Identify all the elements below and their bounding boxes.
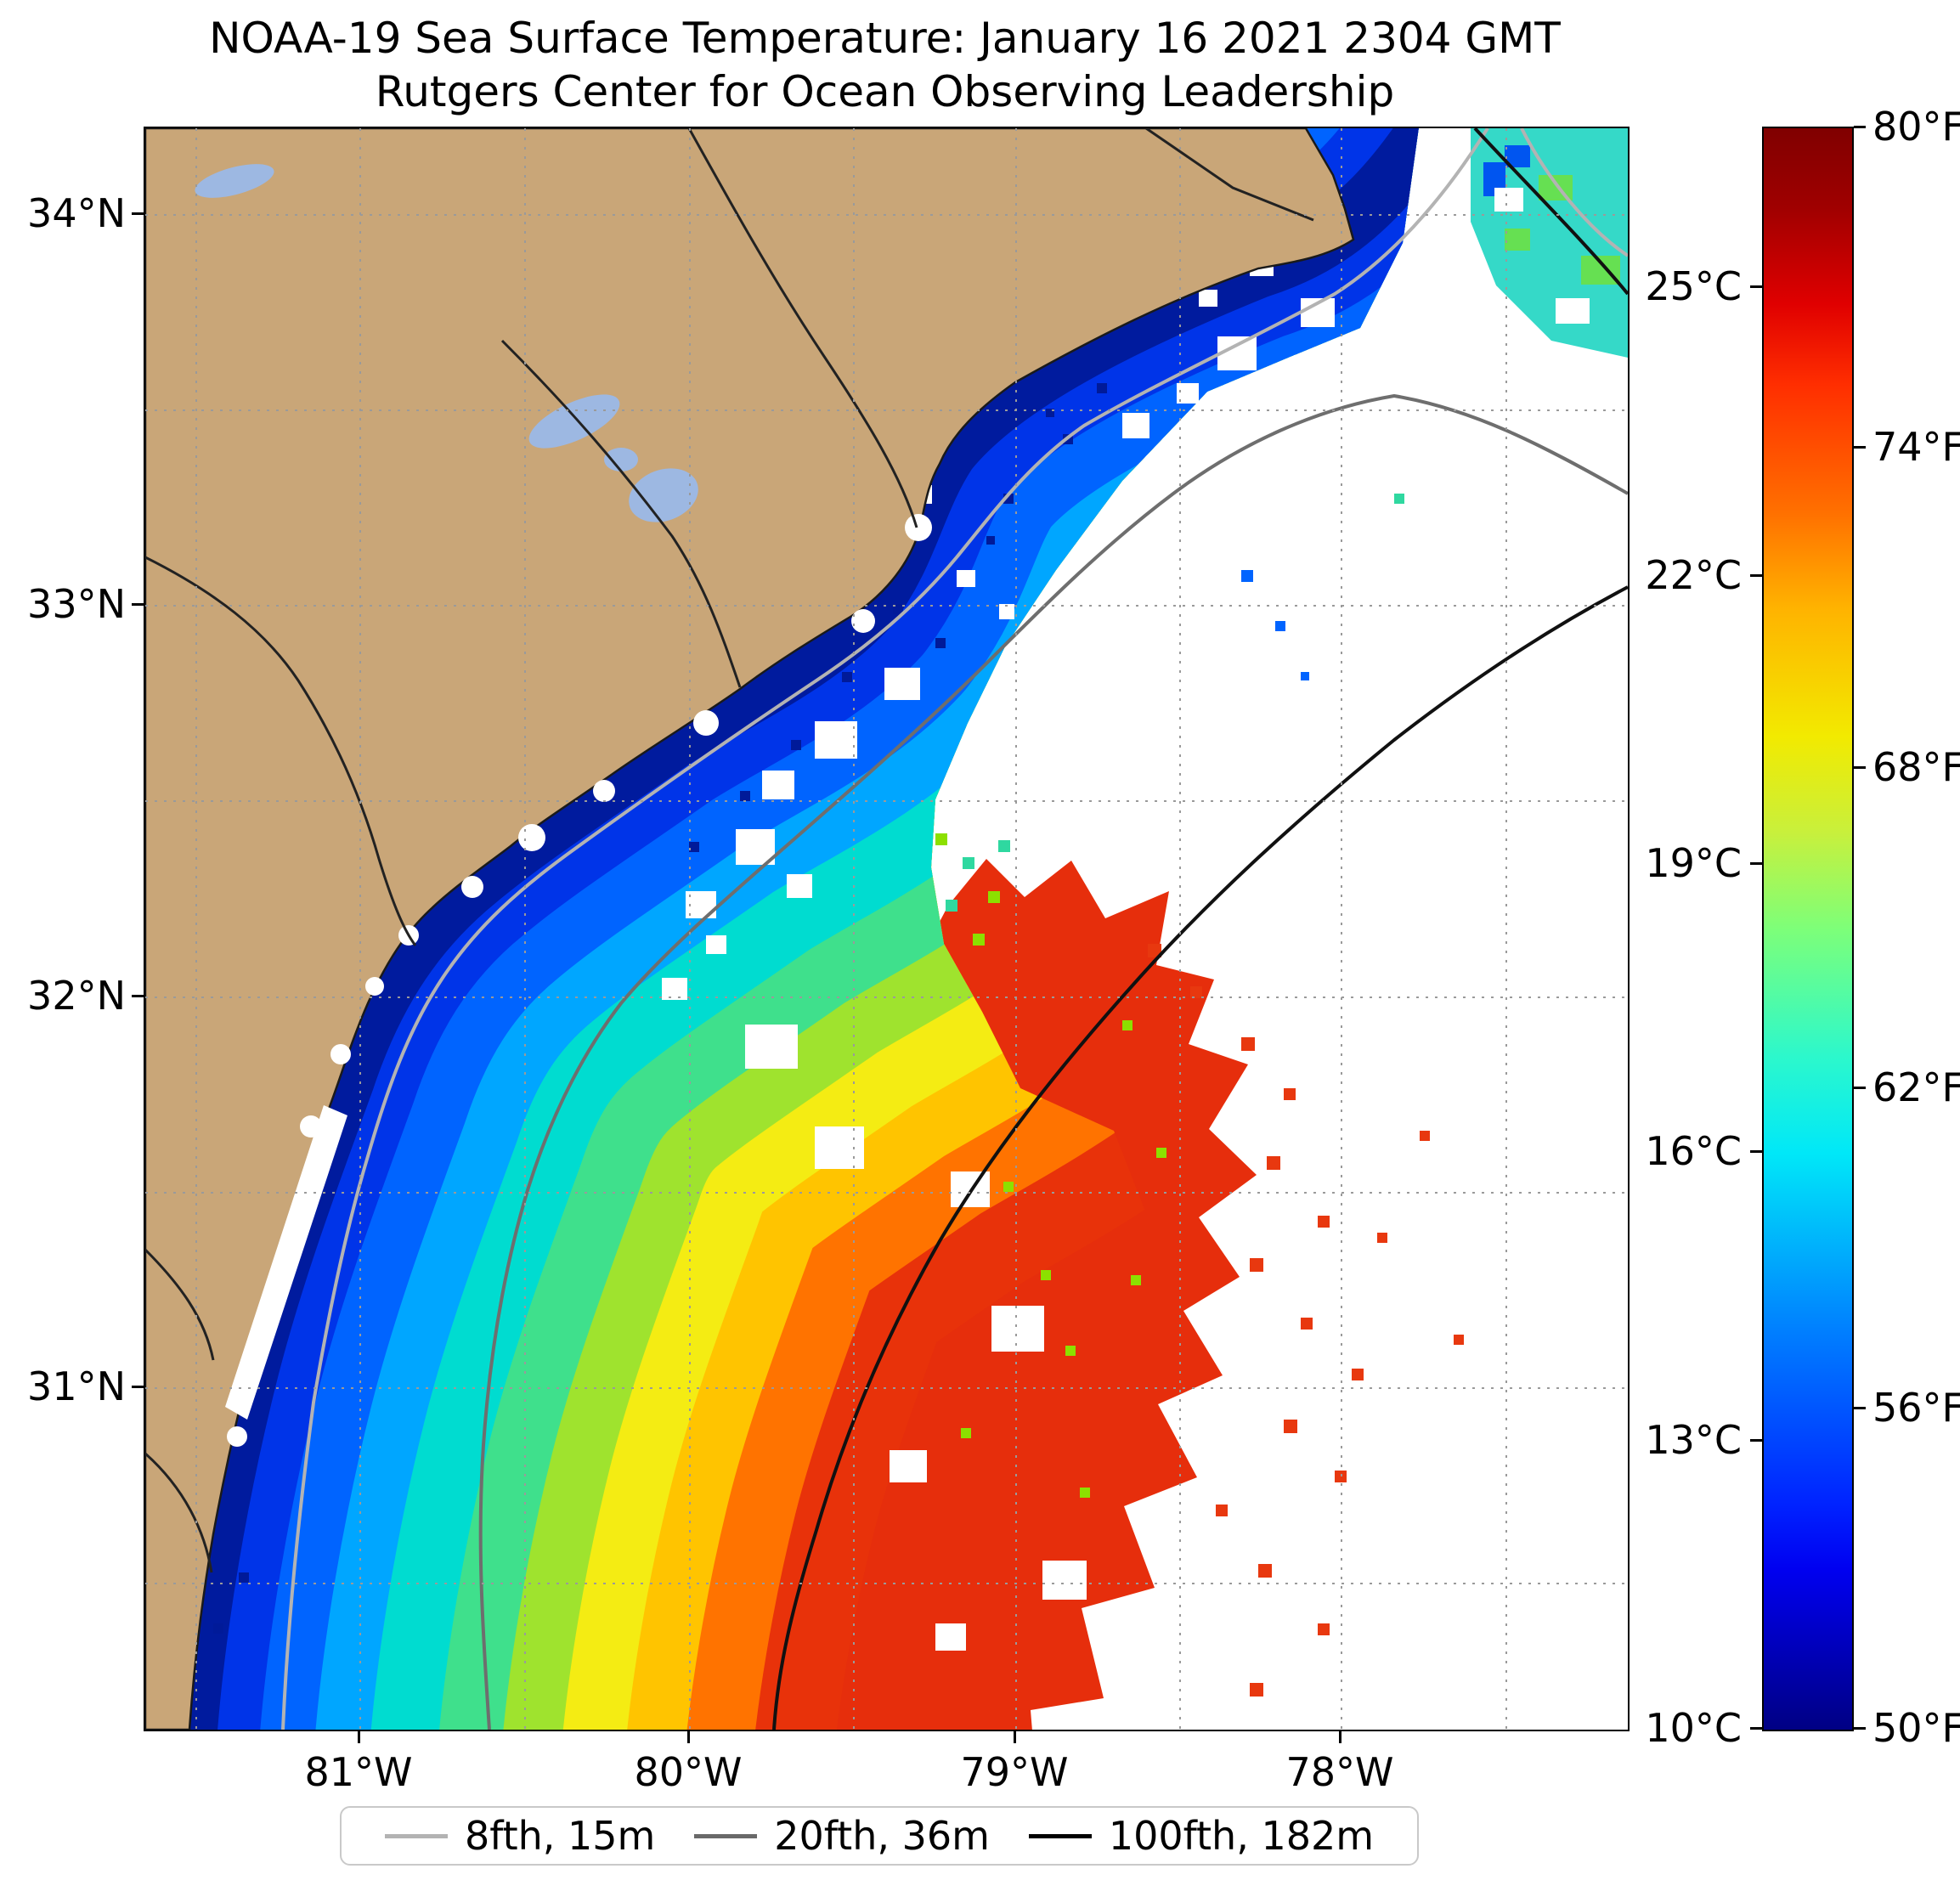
sst-colorbar [1762, 127, 1854, 1731]
cb-label-16C: 16°C [1645, 1128, 1742, 1174]
cb-tick-62F [1854, 1087, 1866, 1089]
contour-20fth [478, 393, 1628, 1730]
legend-label-8fth: 8fth, 15m [464, 1813, 656, 1859]
lakes [195, 164, 698, 522]
y-tick-33N [132, 603, 144, 606]
graticule-gridlines [145, 128, 1628, 1730]
x-tick-label-78W: 78°W [1285, 1749, 1394, 1795]
legend-line-20fth [694, 1833, 758, 1838]
cb-tick-22C [1750, 574, 1762, 577]
x-tick-label-80W: 80°W [634, 1749, 743, 1795]
cb-tick-16C [1750, 1150, 1762, 1153]
cb-label-19C: 19°C [1645, 840, 1742, 886]
contour-8fth-ne [1520, 128, 1628, 257]
cb-label-50F: 50°F [1872, 1705, 1960, 1751]
x-tick-78W [1339, 1731, 1341, 1743]
legend-item-8fth: 8fth, 15m [384, 1813, 656, 1859]
x-tick-79W [1014, 1731, 1016, 1743]
cb-label-68F: 68°F [1872, 744, 1960, 790]
legend-label-100fth: 100fth, 182m [1108, 1813, 1375, 1859]
depth-contours [281, 128, 1628, 1730]
map-svg [145, 128, 1628, 1730]
cb-label-74F: 74°F [1872, 424, 1960, 470]
title-line-2: Rutgers Center for Ocean Observing Leade… [375, 66, 1395, 116]
rivers-and-borders [145, 128, 1314, 1573]
cb-label-25C: 25°C [1645, 263, 1742, 309]
figure-title: NOAA-19 Sea Surface Temperature: January… [144, 12, 1626, 118]
cb-tick-50F [1854, 1727, 1866, 1730]
cb-label-22C: 22°C [1645, 552, 1742, 598]
legend-item-20fth: 20fth, 36m [694, 1813, 990, 1859]
legend-label-20fth: 20fth, 36m [774, 1813, 990, 1859]
legend-line-8fth [384, 1833, 448, 1838]
y-tick-32N [132, 995, 144, 997]
cb-tick-74F [1854, 446, 1866, 449]
y-tick-label-33N: 33°N [27, 581, 126, 627]
x-tick-label-81W: 81°W [304, 1749, 413, 1795]
cb-tick-10C [1750, 1727, 1762, 1730]
y-tick-label-32N: 32°N [27, 973, 126, 1019]
x-tick-label-79W: 79°W [960, 1749, 1069, 1795]
cb-tick-80F [1854, 126, 1866, 128]
cloud-gaps [662, 256, 1335, 1651]
cb-label-80F: 80°F [1872, 104, 1960, 150]
title-line-1: NOAA-19 Sea Surface Temperature: January… [209, 14, 1561, 63]
cb-label-13C: 13°C [1645, 1417, 1742, 1463]
speckle-pixels [213, 383, 1464, 1697]
cb-tick-19C [1750, 862, 1762, 865]
cb-label-10C: 10°C [1645, 1705, 1742, 1751]
cb-tick-25C [1750, 285, 1762, 288]
legend-item-100fth: 100fth, 182m [1028, 1813, 1375, 1859]
coastal-inlets [225, 514, 932, 1447]
contour-100fth-ne [1473, 128, 1628, 296]
y-tick-31N [132, 1386, 144, 1388]
cb-tick-56F [1854, 1407, 1866, 1409]
y-tick-label-31N: 31°N [27, 1363, 126, 1409]
map-plot-area [144, 127, 1630, 1731]
state-border [1145, 128, 1314, 222]
northeast-sst-patch [1471, 128, 1628, 358]
cb-label-56F: 56°F [1872, 1385, 1960, 1431]
cb-tick-13C [1750, 1439, 1762, 1442]
contour-legend: 8fth, 15m 20fth, 36m 100fth, 182m [340, 1806, 1419, 1866]
contour-100fth [772, 585, 1628, 1730]
y-tick-34N [132, 212, 144, 215]
x-tick-80W [687, 1731, 690, 1743]
contour-8fth [281, 128, 1489, 1730]
legend-line-100fth [1028, 1833, 1092, 1838]
cb-label-62F: 62°F [1872, 1064, 1960, 1110]
y-tick-label-34N: 34°N [27, 190, 126, 236]
cb-tick-68F [1854, 766, 1866, 769]
x-tick-81W [358, 1731, 360, 1743]
